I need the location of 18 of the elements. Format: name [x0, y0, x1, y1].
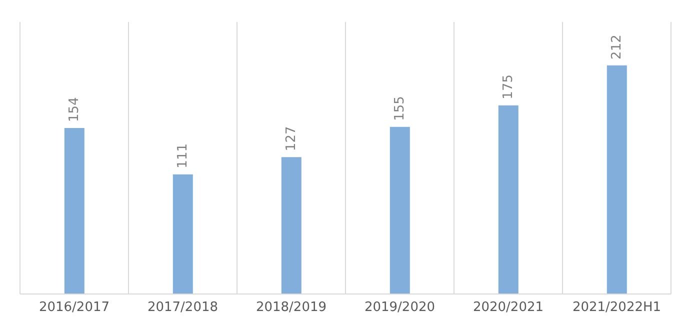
data-label: 154	[66, 97, 82, 122]
data-label: 175	[500, 74, 516, 100]
data-label: 111	[175, 143, 190, 168]
x-tick-label: 2020/2021	[472, 300, 544, 316]
x-tick-label: 2017/2018	[147, 300, 218, 316]
bar	[606, 65, 627, 294]
x-tick-label: 2016/2017	[38, 300, 110, 316]
x-tick-label: 2021/2022H1	[572, 300, 662, 316]
x-tick-label: 2019/2020	[364, 300, 436, 316]
bar	[172, 174, 193, 294]
bar	[390, 126, 410, 294]
bar	[281, 157, 302, 294]
data-label: 212	[609, 34, 624, 60]
x-tick-label: 2018/2019	[256, 300, 327, 316]
bar	[498, 105, 518, 294]
data-label: 127	[284, 126, 299, 152]
data-label: 155	[392, 96, 408, 121]
bar	[64, 128, 84, 294]
